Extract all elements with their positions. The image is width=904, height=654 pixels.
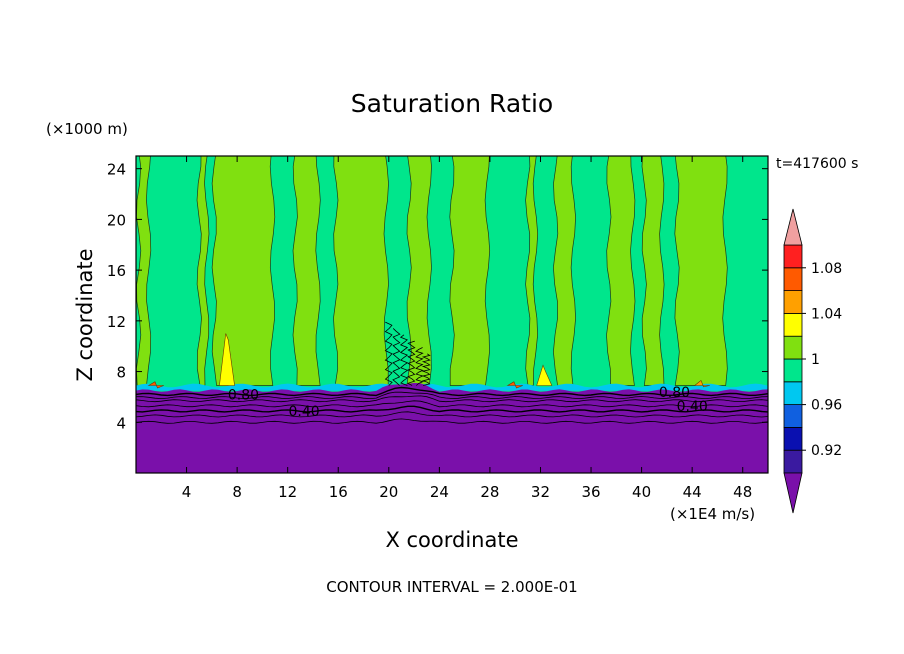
contour-field (136, 156, 768, 473)
contour-line (136, 418, 768, 424)
colorbar-swatch (783, 267, 803, 291)
supersaturated-spot (147, 381, 164, 389)
convective-contour (421, 353, 431, 386)
y-axis-label: Z coordinate (73, 248, 97, 381)
supersaturated-column (606, 156, 636, 386)
colorbar-tick-label: 0.96 (811, 398, 842, 414)
contour-line (136, 386, 768, 397)
x-tick-label: 40 (632, 483, 651, 501)
colorbar-tick-label: 0.92 (811, 443, 842, 459)
convective-contour (406, 340, 416, 386)
plot-frame (135, 155, 769, 474)
colorbar-swatch (783, 426, 803, 451)
supersaturated-spot (506, 381, 523, 389)
x-tick-label: 16 (329, 483, 348, 501)
colorbar-swatch (783, 312, 803, 337)
y-tick-label: 4 (116, 414, 126, 432)
colorbar-swatch (783, 404, 803, 428)
x-tick-label: 12 (278, 483, 297, 501)
colorbar-swatch (783, 244, 803, 269)
cloud-base-band (136, 383, 768, 391)
contour-line (136, 395, 768, 403)
y-axis: 4 8 12 16 20 24 (107, 161, 768, 432)
supersaturated-spot (536, 364, 553, 386)
supersaturated-column (292, 156, 321, 386)
x-tick-label: 32 (531, 483, 550, 501)
supersaturated-column (674, 156, 728, 386)
x-tick-label: 44 (683, 483, 702, 501)
colorbar-swatch (783, 290, 803, 314)
y-tick-label: 16 (107, 262, 126, 280)
x-tick-label: 4 (182, 483, 192, 501)
x-axis: 4 8 12 16 20 24 28 32 36 40 44 48 (182, 156, 752, 501)
x-tick-label: 20 (379, 483, 398, 501)
contour-interval-footer: CONTOUR INTERVAL = 2.000E-01 (326, 578, 577, 596)
y-tick-label: 8 (116, 364, 126, 382)
contour-line (136, 391, 768, 400)
x-tick-label: 36 (581, 483, 600, 501)
x-tick-label: 28 (480, 483, 499, 501)
supersaturated-column (641, 156, 665, 386)
x-tick-label: 8 (232, 483, 242, 501)
supersaturated-spot (693, 379, 710, 388)
y-unit-label: (×1000 m) (46, 120, 128, 138)
contour-line (136, 400, 768, 408)
colorbar: 0.92 0.96 1 1.04 1.08 (783, 208, 842, 514)
supersaturated-column (211, 156, 276, 386)
contour-label: 0.40 (289, 404, 320, 420)
contour-label: 0.80 (659, 385, 690, 401)
colorbar-tick-label: 1 (811, 352, 820, 368)
colorbar-swatch (783, 381, 803, 405)
contour-line (136, 405, 768, 413)
colorbar-swatch (783, 449, 803, 474)
supersaturated-column (449, 156, 491, 386)
time-label: t=417600 s (776, 156, 858, 172)
chart-title: Saturation Ratio (351, 89, 553, 118)
supersaturated-column (525, 156, 539, 386)
convective-contour (392, 328, 401, 386)
y-tick-label: 20 (107, 211, 126, 229)
supersaturated-column (333, 156, 389, 386)
y-tick-label: 24 (107, 161, 126, 179)
colorbar-tick-label: 1.04 (811, 306, 842, 322)
x-tick-label: 24 (430, 483, 449, 501)
contour-line (136, 411, 768, 418)
x-unit-label: (×1E4 m/s) (670, 505, 755, 523)
supersaturated-spot (219, 333, 235, 386)
y-tick-label: 12 (107, 313, 126, 331)
contour-label: 0.40 (677, 399, 708, 415)
x-axis-label: X coordinate (385, 528, 518, 552)
dry-layer (136, 382, 768, 473)
colorbar-swatch (783, 335, 803, 360)
contour-labels: 0.800.400.800.40 (228, 385, 708, 420)
colorbar-swatch (783, 358, 803, 383)
colorbar-under-triangle (783, 472, 803, 514)
convective-contour (399, 334, 409, 386)
convective-contour (384, 321, 393, 386)
colorbar-over-triangle (783, 208, 803, 246)
convective-contour (415, 347, 424, 386)
x-tick-label: 48 (733, 483, 752, 501)
contour-label: 0.80 (228, 387, 259, 403)
colorbar-tick-label: 1.08 (811, 261, 842, 277)
